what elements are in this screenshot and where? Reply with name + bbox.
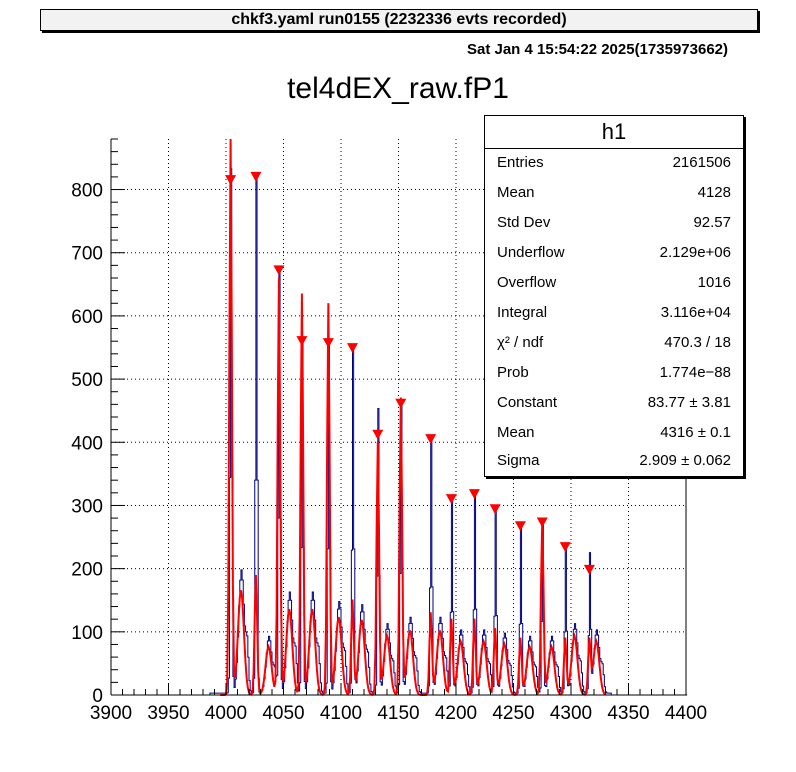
peak-marker <box>322 338 334 349</box>
stat-label: Integral <box>497 304 548 321</box>
stat-label: Entries <box>497 154 544 171</box>
stat-value: 1.774e−88 <box>659 364 731 381</box>
stat-row-sigma: Sigma 2.909 ± 0.062 <box>485 446 743 476</box>
y-tick-label: 800 <box>71 181 103 202</box>
peak-marker <box>250 171 262 182</box>
peak-marker <box>514 521 526 532</box>
x-tick-label: 4050 <box>262 703 304 724</box>
y-tick-label: 0 <box>92 686 103 707</box>
peak-marker <box>468 489 480 500</box>
x-tick-label: 4100 <box>320 703 362 724</box>
y-tick-label: 100 <box>71 623 103 644</box>
stat-row-mean: Mean 4128 <box>485 178 743 208</box>
x-tick-label: 4000 <box>205 703 247 724</box>
peak-marker <box>372 429 384 440</box>
peak-marker <box>347 343 358 354</box>
stat-row-std-dev: Std Dev 92.57 <box>485 208 743 238</box>
timestamp-label: Sat Jan 4 15:54:22 2025(1735973662) <box>466 41 728 58</box>
peak-marker <box>445 494 457 505</box>
stat-label: Mean <box>497 184 535 201</box>
y-tick-label: 700 <box>71 244 103 265</box>
stat-value: 92.57 <box>693 214 731 231</box>
stat-value: 3.116e+04 <box>660 304 731 321</box>
stat-row-constant: Constant 83.77 ± 3.81 <box>485 388 743 418</box>
peak-marker <box>559 542 571 553</box>
stat-row-fit-mean: Mean 4316 ± 0.1 <box>485 418 743 448</box>
series-layer <box>111 138 688 696</box>
x-tick-label: 3900 <box>90 703 132 724</box>
y-tick-label: 600 <box>71 307 103 328</box>
plot-title: tel4dEX_raw.fP1 <box>287 72 509 105</box>
stat-row-prob: Prob 1.774e−88 <box>485 358 743 388</box>
x-tick-label: 4300 <box>550 703 592 724</box>
axis-layer: 3900 3950 4000 4050 4100 4150 4200 4250 4300 4350… <box>71 138 707 724</box>
stat-row-integral: Integral 3.116e+04 <box>485 298 743 328</box>
x-tick-label: 3950 <box>147 703 189 724</box>
peak-marker <box>296 336 308 347</box>
stat-row-entries: Entries 2161506 <box>485 148 743 178</box>
stat-value: 2.909 ± 0.062 <box>639 452 731 469</box>
y-tick-label: 500 <box>71 370 103 391</box>
stat-label: Constant <box>497 394 558 411</box>
peak-marker <box>536 517 548 528</box>
stats-title: h1 <box>485 116 743 149</box>
stat-value: 4128 <box>697 184 731 201</box>
stat-label: Overflow <box>497 274 557 291</box>
peak-marker <box>425 434 437 445</box>
stat-row-overflow: Overflow 1016 <box>485 268 743 298</box>
run-info-banner: chkf3.yaml run0155 (2232336 evts recorde… <box>40 9 758 31</box>
stat-label: Mean <box>497 424 535 441</box>
fit-curve <box>220 138 607 696</box>
stat-value: 2161506 <box>672 154 731 171</box>
x-tick-label: 4400 <box>665 703 707 724</box>
peak-marker <box>395 398 407 409</box>
marker-layer <box>225 171 595 575</box>
stats-box: h1 Entries 2161506 Mean 4128 Std Dev 92.… <box>484 115 744 477</box>
stat-value: 1016 <box>697 274 731 291</box>
stat-value: 83.77 ± 3.81 <box>647 394 731 411</box>
stat-row-underflow: Underflow 2.129e+06 <box>485 238 743 268</box>
stat-label: Underflow <box>497 244 565 261</box>
peak-marker <box>273 265 285 276</box>
peak-marker <box>583 564 595 575</box>
x-tick-label: 4250 <box>492 703 534 724</box>
stat-value: 470.3 / 18 <box>664 334 731 351</box>
stat-label: χ² / ndf <box>497 334 544 351</box>
y-tick-label: 200 <box>71 560 103 581</box>
x-tick-label: 4150 <box>377 703 419 724</box>
y-tick-label: 300 <box>71 496 103 517</box>
stat-value: 2.129e+06 <box>659 244 731 261</box>
stat-row-chi2-ndf: χ² / ndf 470.3 / 18 <box>485 328 743 358</box>
stat-label: Std Dev <box>497 214 551 231</box>
peak-marker <box>225 175 237 186</box>
stat-label: Prob <box>497 364 529 381</box>
x-tick-label: 4200 <box>435 703 477 724</box>
stat-value: 4316 ± 0.1 <box>660 424 731 441</box>
stat-label: Sigma <box>497 452 540 469</box>
peak-marker <box>489 504 501 515</box>
y-tick-label: 400 <box>71 433 103 454</box>
x-tick-label: 4350 <box>607 703 649 724</box>
